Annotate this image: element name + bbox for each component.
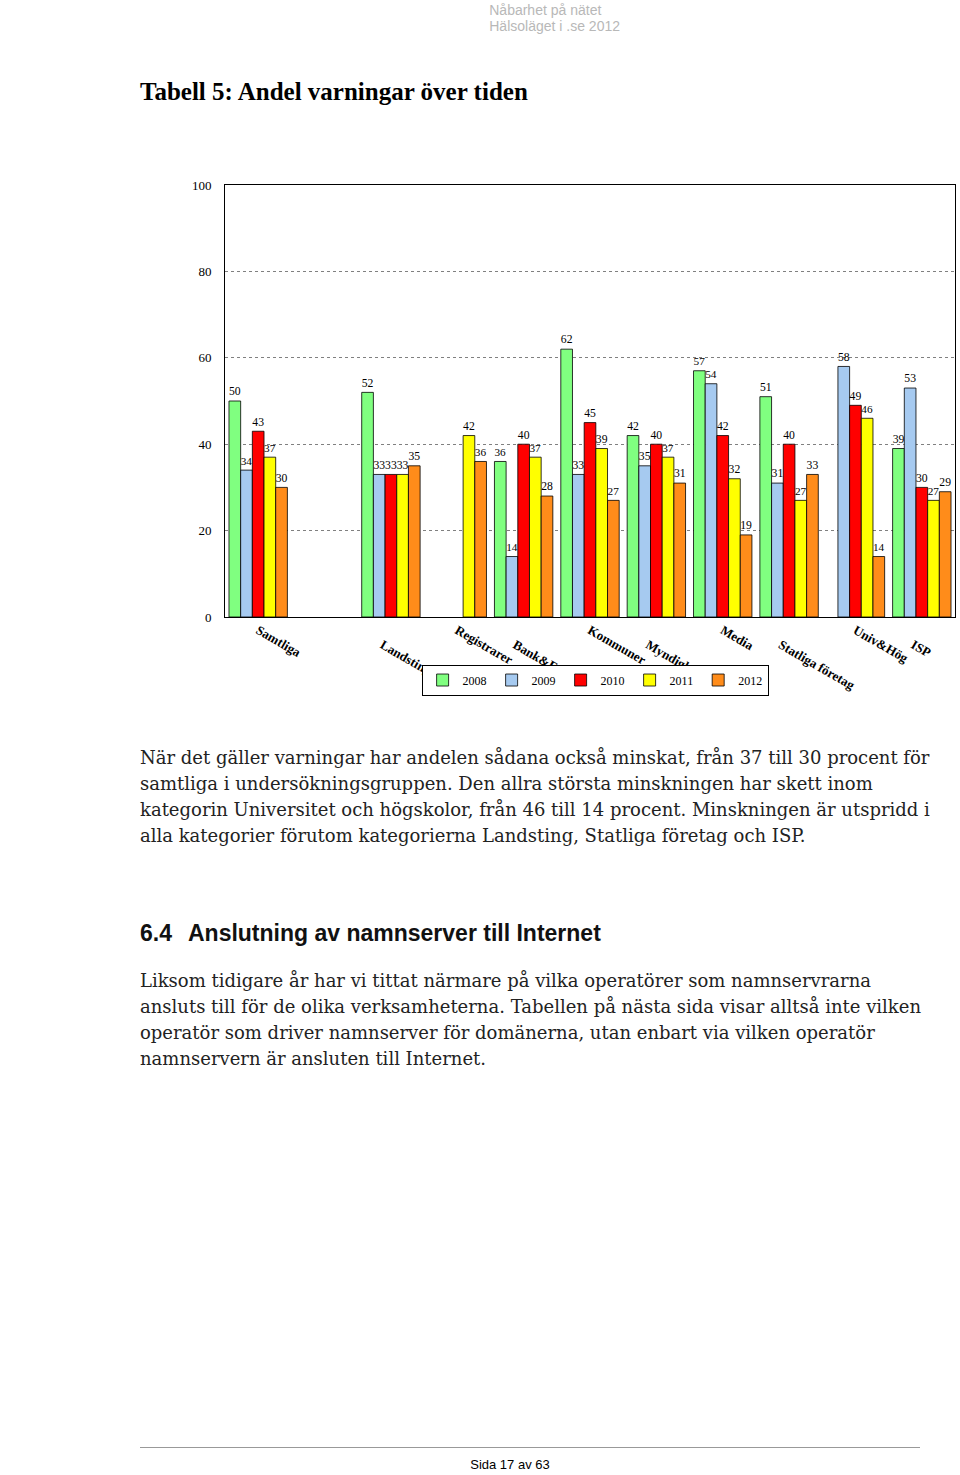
svg-text:33: 33 (572, 459, 584, 472)
svg-text:31: 31 (772, 467, 784, 480)
svg-text:36: 36 (475, 446, 487, 458)
svg-text:2011: 2011 (670, 674, 694, 688)
svg-text:27: 27 (608, 485, 620, 497)
svg-text:37: 37 (264, 442, 276, 454)
svg-text:Myndigheter: Myndigheter (643, 637, 714, 687)
html-text:6.4: 6.4 (140, 920, 172, 946)
svg-text:33: 33 (397, 459, 409, 472)
svg-text:Registrarer: Registrarer (453, 622, 516, 667)
svg-text:57: 57 (694, 355, 706, 367)
svg-text:40: 40 (518, 429, 530, 442)
svg-text:42: 42 (627, 420, 639, 433)
svg-text:50: 50 (229, 385, 241, 398)
html-text:Tabell 5: Andel varningar över: Tabell 5: Andel varningar över tiden (140, 78, 528, 105)
svg-text:45: 45 (584, 407, 596, 420)
svg-text:28: 28 (541, 480, 553, 493)
svg-text:35: 35 (408, 450, 420, 463)
svg-text:37: 37 (662, 442, 674, 454)
svg-text:52: 52 (362, 377, 374, 390)
svg-text:100: 100 (192, 178, 212, 193)
svg-text:Landsting: Landsting (377, 637, 434, 679)
svg-text:2009: 2009 (532, 674, 556, 688)
svg-text:58: 58 (838, 351, 850, 364)
svg-text:2008: 2008 (463, 674, 487, 688)
svg-text:46: 46 (861, 403, 873, 415)
svg-text:39: 39 (596, 433, 608, 446)
svg-text:Bank&Förs: Bank&Förs (510, 637, 575, 683)
svg-text:60: 60 (198, 350, 211, 365)
html-text:Liksom tidigare år har vi titt: Liksom tidigare år har vi tittat närmare… (140, 970, 921, 1069)
svg-text:ISP: ISP (909, 637, 934, 660)
svg-text:14: 14 (506, 541, 518, 553)
svg-text:42: 42 (463, 420, 475, 433)
svg-text:Univ&Hög: Univ&Hög (851, 622, 911, 666)
svg-text:62: 62 (561, 333, 573, 346)
svg-text:19: 19 (740, 519, 752, 532)
svg-text:Samtliga: Samtliga (253, 622, 303, 660)
svg-text:29: 29 (939, 476, 951, 489)
svg-text:30: 30 (916, 472, 928, 485)
svg-text:33: 33 (385, 459, 397, 472)
svg-text:49: 49 (850, 390, 862, 403)
html-text:Anslutning av namnserver till: Anslutning av namnserver till Internet (188, 920, 601, 946)
html-text:Nåbarhet på nätet: Nåbarhet på nätet (489, 2, 602, 18)
svg-text:43: 43 (252, 416, 264, 429)
svg-text:51: 51 (760, 381, 772, 394)
svg-text:35: 35 (639, 450, 651, 463)
svg-text:32: 32 (729, 463, 741, 476)
svg-text:27: 27 (795, 485, 807, 497)
svg-text:31: 31 (674, 467, 686, 480)
svg-text:2012: 2012 (738, 674, 762, 688)
html-text:När det gäller varningar har a: När det gäller varningar har andelen såd… (140, 747, 930, 846)
svg-text:2010: 2010 (601, 674, 625, 688)
svg-text:39: 39 (893, 433, 905, 446)
svg-text:53: 53 (904, 372, 916, 385)
svg-text:37: 37 (529, 442, 541, 454)
svg-text:36: 36 (494, 446, 506, 458)
svg-text:40: 40 (651, 429, 663, 442)
svg-text:33: 33 (373, 459, 385, 472)
svg-text:14: 14 (873, 541, 885, 553)
svg-text:20: 20 (198, 523, 211, 538)
svg-text:80: 80 (198, 264, 211, 279)
svg-text:33: 33 (807, 459, 819, 472)
html-text:Hälsoläget i .se 2012: Hälsoläget i .se 2012 (489, 18, 620, 34)
html-text:Sida 17 av 63: Sida 17 av 63 (470, 1457, 550, 1472)
svg-text:0: 0 (205, 610, 212, 625)
svg-text:Kommuner: Kommuner (585, 622, 648, 667)
svg-text:Statliga företag: Statliga företag (776, 637, 858, 693)
svg-text:54: 54 (705, 368, 717, 380)
svg-text:40: 40 (198, 437, 211, 452)
svg-text:Media: Media (718, 622, 757, 653)
svg-text:40: 40 (783, 429, 795, 442)
svg-text:27: 27 (928, 485, 940, 497)
svg-text:34: 34 (241, 455, 253, 467)
svg-text:30: 30 (276, 472, 288, 485)
svg-text:42: 42 (717, 420, 729, 433)
